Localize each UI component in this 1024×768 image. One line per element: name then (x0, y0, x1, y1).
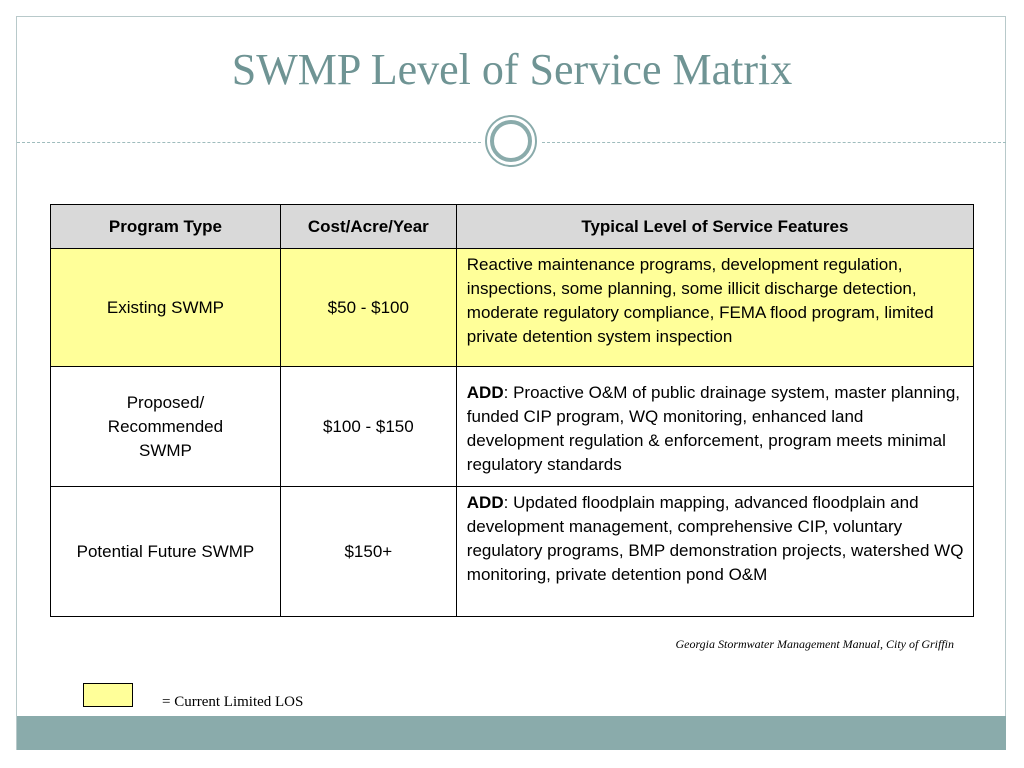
features-text: : Proactive O&M of public drainage syste… (466, 383, 961, 474)
features-text: : Updated floodplain mapping, advanced f… (466, 493, 964, 584)
header-cost: Cost/Acre/Year (279, 204, 457, 249)
program-type-cell: Existing SWMP (50, 248, 281, 367)
cost-cell: $100 - $150 (279, 366, 457, 487)
program-type-text: Proposed/ Recommended SWMP (107, 392, 224, 460)
header-features: Typical Level of Service Features (455, 204, 975, 249)
add-prefix: ADD (466, 493, 504, 512)
table-header-row: Program Type Cost/Acre/Year Typical Leve… (50, 204, 975, 249)
features-cell: ADD: Updated floodplain mapping, advance… (455, 486, 975, 617)
add-prefix: ADD (466, 383, 504, 402)
features-cell: Reactive maintenance programs, developme… (455, 248, 975, 367)
features-text: Reactive maintenance programs, developme… (466, 255, 934, 346)
legend-label: = Current Limited LOS (162, 694, 304, 710)
cost-cell: $150+ (279, 486, 457, 617)
level-of-service-table: Program Type Cost/Acre/Year Typical Leve… (50, 204, 975, 617)
table-row: Potential Future SWMP $150+ ADD: Updated… (50, 486, 975, 617)
divider-right (542, 142, 1006, 143)
program-type-cell: Proposed/ Recommended SWMP (50, 366, 281, 487)
divider-left (17, 142, 481, 143)
double-ring-icon (485, 115, 537, 167)
source-citation: Georgia Stormwater Management Manual, Ci… (675, 637, 954, 651)
footer-bar (17, 716, 1006, 750)
slide-title: SWMP Level of Service Matrix (231, 45, 793, 94)
legend-swatch (83, 683, 133, 707)
program-type-cell: Potential Future SWMP (50, 486, 281, 617)
header-program-type: Program Type (50, 204, 281, 249)
table-row: Proposed/ Recommended SWMP $100 - $150 A… (50, 366, 975, 487)
table-row: Existing SWMP $50 - $100 Reactive mainte… (50, 248, 975, 367)
features-cell: ADD: Proactive O&M of public drainage sy… (455, 366, 975, 487)
cost-cell: $50 - $100 (279, 248, 457, 367)
